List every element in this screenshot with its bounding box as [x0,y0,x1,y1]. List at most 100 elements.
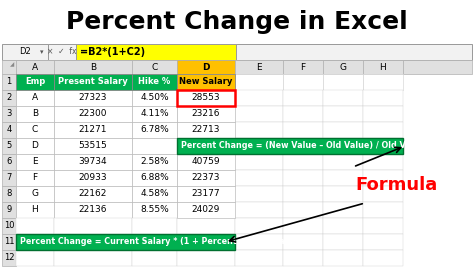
Bar [132,202,177,218]
Bar [323,202,363,218]
Bar [16,186,54,202]
Bar [235,186,283,202]
Bar [2,74,16,90]
Bar [235,60,283,74]
Text: 3: 3 [6,109,12,118]
Text: 23177: 23177 [191,189,220,198]
Text: 40759: 40759 [191,158,220,167]
Bar [177,218,235,234]
Text: 28553: 28553 [191,93,220,102]
Bar [363,60,403,74]
Bar [283,218,323,234]
Bar [16,90,54,106]
Bar [2,202,16,218]
Bar [323,90,363,106]
Bar [235,170,283,186]
Bar [54,170,132,186]
Bar [283,60,323,74]
Bar [54,106,132,122]
Bar [2,138,16,154]
Bar [283,106,323,122]
Bar [16,218,54,234]
Bar [177,154,235,170]
Bar [132,106,177,122]
Bar [2,122,16,138]
Bar [177,90,235,106]
Text: D: D [202,63,210,72]
Bar [132,122,177,138]
Text: 20933: 20933 [79,174,107,182]
Text: Formula: Formula [355,176,437,194]
Text: New Salary: New Salary [179,78,233,87]
Bar [323,170,363,186]
Bar [235,234,283,250]
Text: D2: D2 [19,48,31,57]
Bar [76,44,236,60]
Text: 6: 6 [6,158,12,167]
Bar [132,60,177,74]
Bar [16,60,54,74]
Bar [177,74,235,90]
Bar [363,202,403,218]
Text: E: E [256,63,262,72]
Bar [323,218,363,234]
Text: ▾: ▾ [40,49,44,55]
Text: 1: 1 [6,78,12,87]
Text: 2.58%: 2.58% [140,158,169,167]
Text: ×  ✓  fx: × ✓ fx [47,48,77,57]
Bar [323,250,363,266]
Bar [236,44,472,60]
Bar [323,74,363,90]
Bar [177,122,235,138]
Bar [16,138,54,154]
Bar [2,170,16,186]
Bar [235,74,283,90]
Text: Percent Change = Current Salary * (1 + Percentage Increase): Percent Change = Current Salary * (1 + P… [20,238,299,247]
Bar [363,74,403,90]
Bar [177,202,235,218]
Text: Percent Change in Excel: Percent Change in Excel [66,10,408,34]
Bar [54,74,132,90]
Bar [363,186,403,202]
Text: 22162: 22162 [79,189,107,198]
Bar [235,202,283,218]
Bar [54,250,132,266]
Bar [16,234,235,250]
Text: D: D [32,141,38,150]
Text: Hike %: Hike % [138,78,171,87]
Bar [54,122,132,138]
Bar [283,74,323,90]
Bar [2,218,16,234]
Text: 39734: 39734 [79,158,107,167]
Bar [235,154,283,170]
Bar [177,138,403,154]
Bar [132,186,177,202]
Text: H: H [380,63,386,72]
Text: C: C [151,63,158,72]
Bar [132,170,177,186]
Bar [283,202,323,218]
Text: 22713: 22713 [192,126,220,135]
Bar [323,122,363,138]
Text: H: H [32,206,38,215]
Bar [283,154,323,170]
Text: C: C [32,126,38,135]
Text: 9: 9 [6,206,12,215]
Bar [235,106,283,122]
Bar [2,60,16,74]
Bar [16,122,54,138]
Text: A: A [32,93,38,102]
Bar [363,234,403,250]
Bar [16,250,54,266]
Bar [16,74,54,90]
Bar [283,186,323,202]
Text: Present Salary: Present Salary [58,78,128,87]
Bar [132,218,177,234]
Bar [177,170,235,186]
Bar [16,202,54,218]
Text: 5: 5 [6,141,12,150]
Bar [2,90,16,106]
Text: 6.88%: 6.88% [140,174,169,182]
Bar [323,154,363,170]
Bar [235,218,283,234]
